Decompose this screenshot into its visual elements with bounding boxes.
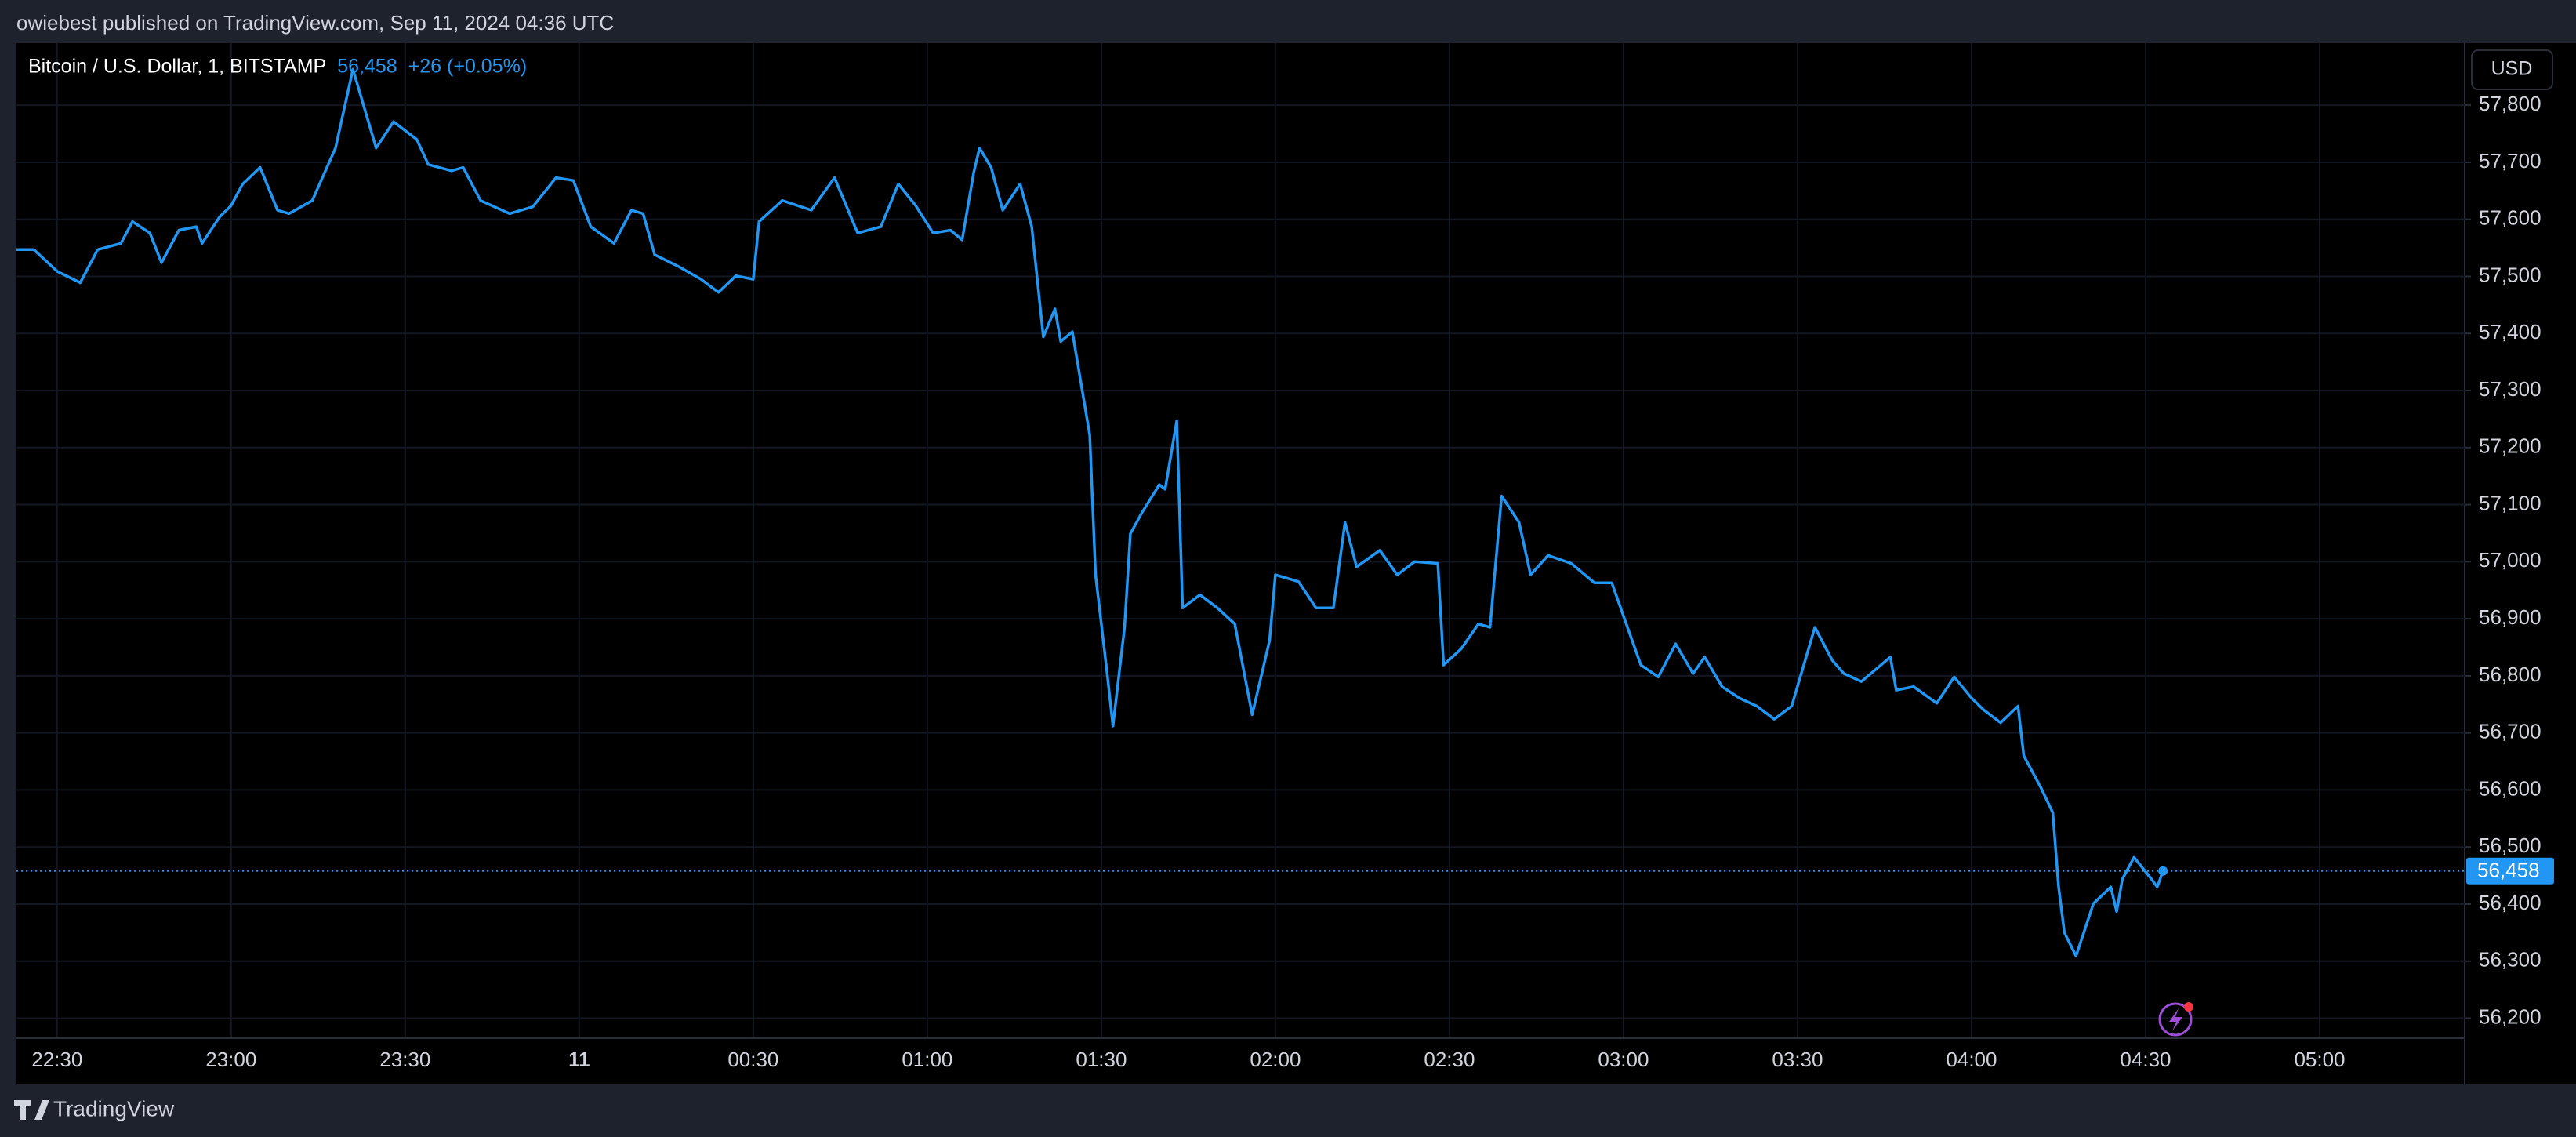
y-tick-label: 57,300	[2479, 377, 2542, 401]
price-badge-label: 56,458	[2477, 859, 2540, 882]
notification-dot	[2184, 1002, 2193, 1012]
publisher-header: owiebest published on TradingView.com, S…	[16, 11, 614, 35]
price-badge	[2466, 857, 2554, 885]
grid	[16, 43, 2465, 1038]
y-tick-label: 56,200	[2479, 1004, 2542, 1028]
y-tick-label: 57,000	[2479, 548, 2542, 572]
y-tick-label: 56,300	[2479, 948, 2542, 972]
y-tick-label: 56,400	[2479, 891, 2542, 914]
x-tick-label: 01:00	[902, 1048, 952, 1071]
x-tick-label: 02:30	[1424, 1048, 1475, 1071]
chart-pane	[16, 43, 2576, 1084]
legend-price: 56,458	[337, 56, 397, 78]
logo-mark	[14, 1100, 49, 1120]
y-tick-label: 57,400	[2479, 320, 2542, 343]
currency-label[interactable]: USD	[2491, 58, 2533, 80]
y-tick-label: 56,900	[2479, 605, 2542, 629]
y-tick-label: 56,500	[2479, 834, 2542, 857]
x-tick-label: 23:00	[205, 1048, 256, 1071]
x-tick-label: 22:30	[31, 1048, 82, 1071]
currency-button[interactable]	[2471, 49, 2553, 90]
x-tick-label: 04:30	[2120, 1048, 2171, 1071]
x-tick-label: 02:00	[1250, 1048, 1301, 1071]
symbol-title: Bitcoin / U.S. Dollar, 1, BITSTAMP	[28, 56, 326, 78]
x-tick-label: 05:00	[2294, 1048, 2345, 1071]
lightning-ring[interactable]	[2158, 1002, 2193, 1037]
lightning-icon[interactable]	[2158, 1002, 2193, 1037]
x-tick-label: 00:30	[727, 1048, 778, 1071]
y-tick-label: 56,700	[2479, 720, 2542, 743]
brand-name: TradingView	[53, 1096, 175, 1121]
lightning-bolt[interactable]	[2169, 1008, 2182, 1031]
x-tick-label: 23:30	[379, 1048, 430, 1071]
y-tick-label: 57,200	[2479, 434, 2542, 458]
last-point	[2158, 866, 2168, 876]
y-tick-label: 57,600	[2479, 206, 2542, 230]
y-tick-label: 57,800	[2479, 92, 2542, 115]
y-tick-label: 56,600	[2479, 776, 2542, 800]
x-tick-label: 04:00	[1946, 1048, 1997, 1071]
y-tick-label: 56,800	[2479, 663, 2542, 686]
x-tick-label: 03:30	[1772, 1048, 1823, 1071]
y-tick-label: 57,500	[2479, 263, 2542, 286]
legend-change: +26 (+0.05%)	[408, 56, 528, 78]
footer-logo: TradingView	[14, 1096, 175, 1121]
legend: Bitcoin / U.S. Dollar, 1, BITSTAMP 56,45…	[28, 56, 527, 78]
price-line	[16, 67, 2164, 957]
x-tick-label: 03:00	[1598, 1048, 1649, 1071]
y-tick-label: 57,100	[2479, 491, 2542, 514]
x-tick-label: 01:30	[1076, 1048, 1127, 1071]
x-tick-label: 11	[568, 1048, 590, 1071]
y-tick-label: 57,700	[2479, 149, 2542, 173]
